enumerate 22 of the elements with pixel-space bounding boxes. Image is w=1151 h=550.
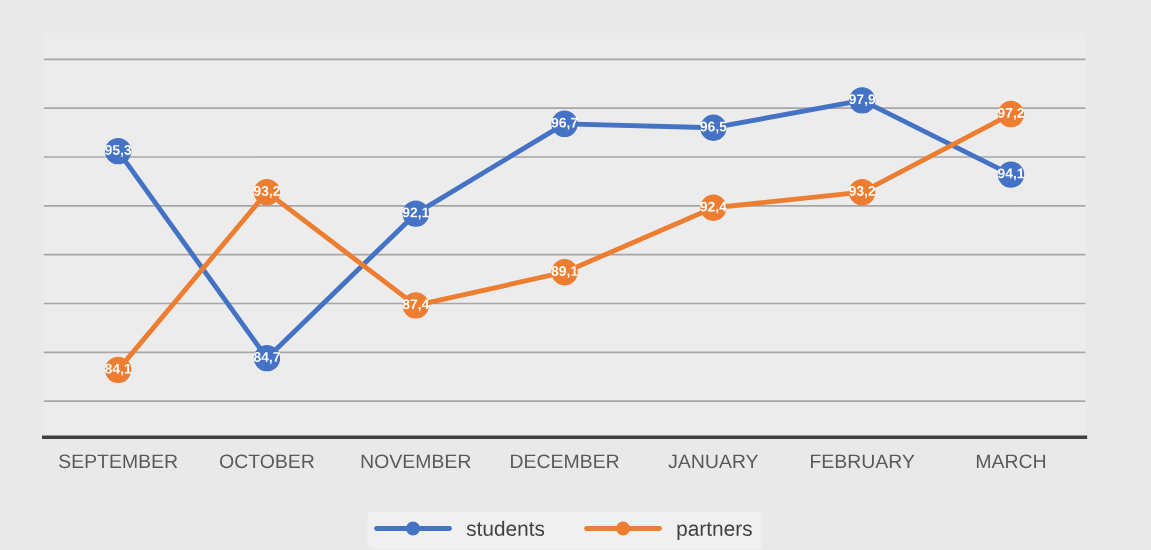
data-label: 89,1 (551, 266, 578, 278)
legend-label: students (466, 520, 545, 536)
data-label: 93,2 (253, 186, 280, 198)
x-tick-label: NOVEMBER (361, 454, 471, 469)
data-label: 97,2 (997, 107, 1024, 120)
x-tick-label: SEPTEMBER (59, 454, 178, 469)
data-label: 97,9 (849, 94, 876, 107)
data-label: 87,4 (402, 299, 430, 312)
x-tick-label: DECEMBER (511, 454, 619, 469)
x-tick-label: FEBRUARY (811, 454, 915, 469)
data-label: 96,5 (700, 121, 727, 134)
data-label: 92,4 (700, 201, 727, 214)
legend-label: partners (677, 522, 752, 541)
x-tick-label: OCTOBER (219, 454, 314, 469)
data-label: 93,2 (849, 186, 876, 198)
x-tick-label: MARCH (976, 454, 1046, 469)
data-label: 96,7 (551, 117, 578, 130)
data-label: 84,7 (253, 352, 280, 364)
data-label: 94,1 (997, 168, 1025, 181)
data-label: 95,3 (105, 145, 132, 157)
x-tick-label: JANUARY (668, 454, 759, 469)
data-label: 92,1 (402, 207, 429, 220)
